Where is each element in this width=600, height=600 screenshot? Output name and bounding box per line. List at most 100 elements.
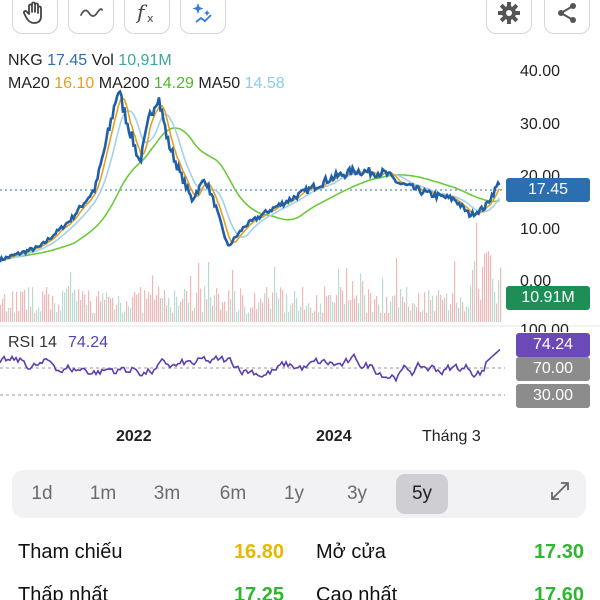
volume-bar <box>468 307 470 322</box>
volume-bar <box>254 292 256 322</box>
volume-bar <box>232 269 234 322</box>
range-1y-button[interactable]: 1y <box>283 483 305 504</box>
volume-bar <box>242 295 244 322</box>
open-price-label: Mở cửa <box>316 541 386 563</box>
ma50-label: MA50 <box>198 75 245 92</box>
draw-line-button[interactable] <box>68 0 114 34</box>
volume-bar <box>32 287 34 322</box>
volume-bar <box>324 286 326 322</box>
volume-bar <box>16 291 18 322</box>
share-button[interactable] <box>544 0 590 34</box>
high-price-value: 17.60 <box>533 584 584 600</box>
volume-bar <box>166 305 168 322</box>
volume-bar <box>268 298 270 322</box>
range-1m-button[interactable]: 1m <box>89 483 117 504</box>
range-6m-button[interactable]: 6m <box>219 483 247 504</box>
volume-bar <box>104 300 106 322</box>
volume-bar <box>172 312 174 322</box>
range-selector: 1d 1m 3m 6m 1y 3y 5y <box>12 470 586 518</box>
volume-bar <box>72 292 74 322</box>
volume-bar <box>362 281 364 322</box>
volume-bar <box>220 309 222 322</box>
volume-bar <box>352 281 354 322</box>
ai-insight-button[interactable] <box>180 0 226 34</box>
volume-bar <box>360 273 362 322</box>
volume-bar <box>136 294 138 322</box>
rsi-value-tag: 74.24 <box>516 333 590 357</box>
volume-bar <box>106 292 108 322</box>
volume-bar <box>402 296 404 322</box>
price-chart[interactable] <box>0 40 600 460</box>
volume-bar <box>420 312 422 322</box>
range-3y-button[interactable]: 3y <box>346 483 368 504</box>
volume-bar <box>374 299 376 322</box>
volume-bar <box>398 307 400 322</box>
volume-bar <box>80 300 82 322</box>
volume-bar <box>152 275 154 322</box>
volume-bar <box>146 298 148 322</box>
volume-bar <box>92 312 94 322</box>
volume-bar <box>314 310 316 322</box>
volume-bar <box>88 290 90 322</box>
price-line <box>0 89 501 263</box>
volume-bar <box>330 294 332 322</box>
volume-bar <box>42 291 44 322</box>
volume-bar <box>150 294 152 322</box>
volume-bar <box>494 292 496 322</box>
volume-bar <box>400 288 402 322</box>
range-5y-button[interactable]: 5y <box>396 474 448 514</box>
volume-bar <box>272 292 274 322</box>
volume-bar <box>406 287 408 322</box>
wave-icon <box>78 0 104 26</box>
volume-bar <box>288 311 290 322</box>
volume-bar <box>438 290 440 322</box>
volume-bar <box>466 306 468 322</box>
volume-bar <box>336 295 338 322</box>
volume-bar <box>10 307 12 322</box>
volume-bar <box>110 298 112 322</box>
axis-tick-40: 40.00 <box>520 63 561 80</box>
volume-bar <box>440 294 442 322</box>
volume-bar <box>404 302 406 322</box>
volume-bar <box>428 290 430 322</box>
range-1d-button[interactable]: 1d <box>31 483 53 504</box>
volume-bar <box>260 298 262 322</box>
volume-bar <box>256 308 258 322</box>
volume-bar <box>238 310 240 322</box>
volume-bar <box>132 296 134 322</box>
volume-bar <box>126 301 128 322</box>
volume-bar <box>194 307 196 322</box>
volume-bar <box>128 306 130 322</box>
volume-bar <box>62 290 64 322</box>
volume-bar <box>492 278 494 322</box>
volume-bar <box>464 311 466 322</box>
volume-bar <box>482 266 484 322</box>
volume-bar <box>320 303 322 322</box>
volume-bar <box>338 268 340 322</box>
hand-tool-button[interactable] <box>12 0 58 34</box>
settings-button[interactable] <box>486 0 532 34</box>
volume-bar <box>328 295 330 322</box>
volume-bar <box>300 306 302 322</box>
ref-price-label: Tham chiếu <box>18 541 123 563</box>
volume-bar <box>214 295 216 322</box>
volume-bar <box>430 299 432 322</box>
volume-bar <box>198 262 200 322</box>
volume-bar <box>90 300 92 322</box>
range-3m-button[interactable]: 3m <box>153 483 181 504</box>
volume-bar <box>54 303 56 322</box>
volume-bar <box>396 258 398 322</box>
fullscreen-button[interactable] <box>540 474 580 514</box>
volume-bar <box>144 290 146 322</box>
volume-bar <box>496 303 498 322</box>
volume-bar <box>488 251 490 322</box>
volume-bar <box>318 312 320 322</box>
volume-bar <box>226 311 228 322</box>
high-price-label: Cao nhất <box>316 584 398 600</box>
volume-bar <box>306 306 308 322</box>
volume-bar <box>222 302 224 322</box>
volume-bar <box>386 296 388 322</box>
volume-bar <box>68 286 70 322</box>
volume-bar <box>452 293 454 322</box>
